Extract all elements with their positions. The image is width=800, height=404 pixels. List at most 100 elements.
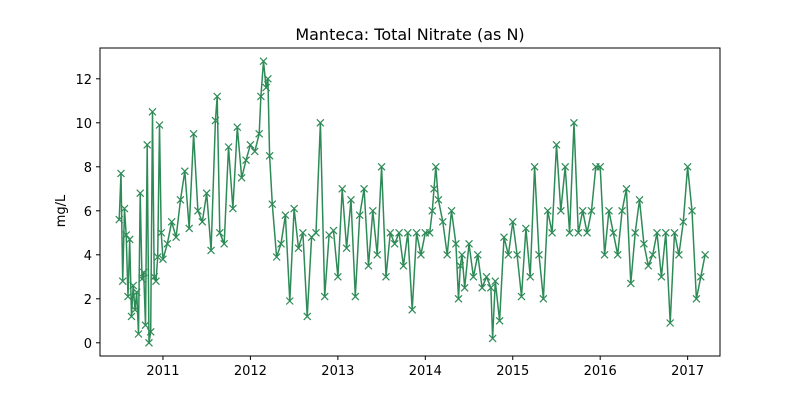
data-point [163,239,172,248]
data-point-stroke [263,74,272,83]
data-point [648,250,657,259]
data-point [454,294,463,303]
data-point-stroke [189,129,198,138]
data-point-stroke [259,57,268,66]
data-point-stroke [143,140,152,149]
data-point-stroke [688,206,696,215]
data-point [246,140,255,149]
plot-frame [99,47,721,357]
data-point [500,233,508,242]
data-point-stroke [517,292,526,301]
data-point-stroke [465,239,473,248]
data-point-stroke [390,239,399,248]
data-point-stroke [316,118,325,127]
data-point [434,195,443,204]
data-point [657,272,666,281]
data-point [622,184,631,193]
data-point [488,334,497,343]
data-point [360,184,369,193]
data-point [329,226,338,235]
data-point-stroke [360,184,369,193]
data-point-stroke [504,250,513,259]
data-point [443,250,452,259]
data-point [395,228,403,237]
data-point [213,92,222,101]
data-point-stroke [417,250,425,259]
data-point [316,118,325,127]
data-point-stroke [443,250,452,259]
data-point [666,319,675,327]
data-point-stroke [666,319,675,327]
data-point [338,184,347,193]
data-point [298,228,307,237]
data-point-stroke [215,228,224,237]
data-point-stroke [447,206,456,215]
data-point [570,118,578,127]
data-point [609,228,618,237]
data-point-stroke [473,250,482,259]
data-point [290,204,299,213]
data-point-stroke [155,121,164,129]
data-point-stroke [561,162,570,171]
data-point [556,206,565,215]
data-point [120,204,129,213]
data-point [351,292,360,301]
data-point-stroke [460,283,469,292]
data-point-stroke [488,334,497,343]
data-point [631,228,640,237]
data-point [526,272,535,281]
data-point [242,156,250,165]
data-point [408,305,417,314]
data-point-stroke [320,292,329,301]
data-point [701,250,710,259]
data-point [281,211,290,220]
data-point-stroke [478,283,487,292]
data-point [661,228,670,237]
data-point-stroke [679,217,688,226]
data-point [207,246,215,255]
data-point-stroke [153,253,162,261]
data-point [224,143,233,151]
data-point-stroke [495,316,504,325]
data-point [399,261,408,270]
data-point-stroke [338,184,347,193]
data-point [583,228,592,237]
data-point-stroke [250,147,259,156]
data-point [312,228,320,237]
data-point-stroke [631,228,640,237]
data-point-stroke [115,215,124,224]
data-point [146,327,155,336]
data-point-stroke [377,162,386,171]
data-point-stroke [351,292,360,301]
data-point-stroke [211,116,220,125]
data-point [265,151,274,160]
data-point-stroke [194,206,202,215]
data-point-stroke [648,250,657,259]
data-point-stroke [491,277,500,286]
data-point-stroke [202,189,211,198]
data-point-stroke [609,228,618,237]
data-point-stroke [176,195,185,204]
data-point-stroke [556,206,565,215]
data-point [482,272,491,281]
data-point [548,228,557,237]
data-point [605,206,613,215]
data-point-stroke [635,195,644,204]
data-point [185,224,194,233]
data-point-stroke [548,228,557,237]
data-point [644,261,653,270]
data-point-stroke [368,206,377,215]
data-point [618,206,626,215]
data-point [138,275,146,283]
data-point [131,305,139,314]
data-point-stroke [425,228,434,237]
data-point [696,272,705,281]
data-point-stroke [521,224,530,233]
data-point-stroke [364,261,373,270]
data-point-stroke [180,167,189,176]
data-point [155,121,164,129]
data-point [263,74,272,83]
data-point [148,107,157,116]
data-point-stroke [399,261,408,270]
data-point-stroke [167,217,176,226]
